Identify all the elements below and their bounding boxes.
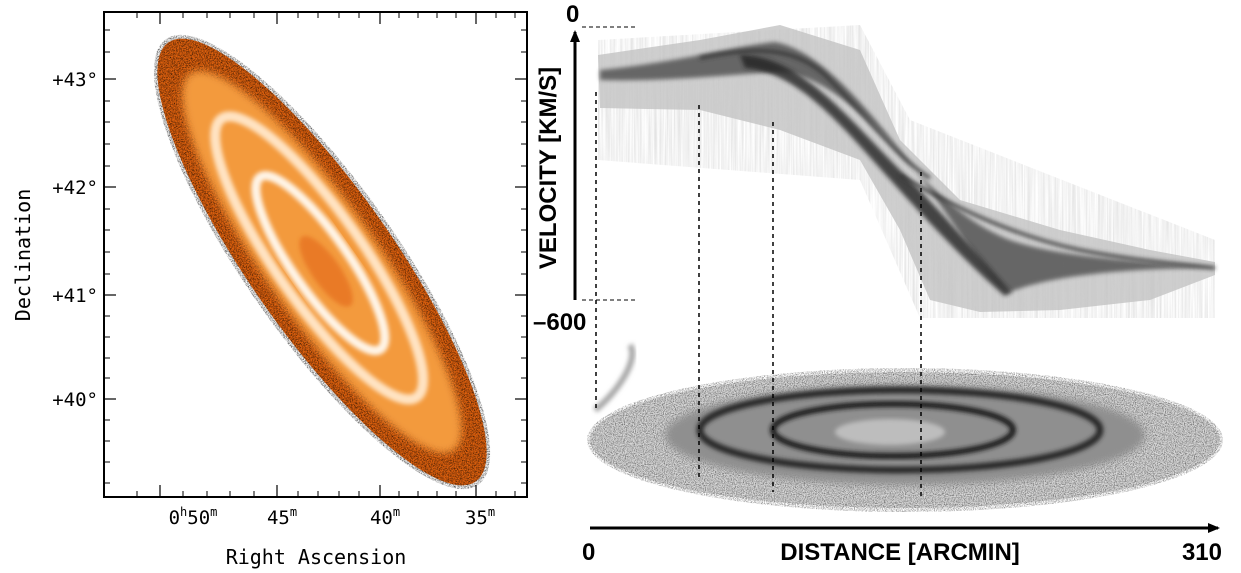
pv-upper-arm <box>699 49 931 180</box>
gray-galaxy-arm-outer <box>696 386 1104 474</box>
galaxy-ring-inner <box>251 171 390 356</box>
gray-galaxy-tail <box>593 343 636 413</box>
velocity-bottom-label: –600 <box>533 309 586 336</box>
distance-start-label: 0 <box>582 539 595 566</box>
connection-lines <box>595 92 922 497</box>
x-tick-label: 0h50m <box>169 505 218 529</box>
velocity-axis-title: VELOCITY [KM/S] <box>535 67 562 269</box>
x-tick-label: 45m <box>267 505 297 529</box>
y-tick-label: +40° <box>52 389 98 411</box>
x-axis-ticks <box>159 12 477 497</box>
galaxy-core <box>299 236 353 307</box>
left-panel: +43° +42° +41° +40° 0h50m 45m 40m 35m Ri… <box>11 11 528 569</box>
y-tick-label: +42° <box>52 177 98 199</box>
x-axis-minor-ticks <box>136 12 516 497</box>
y-tick-label: +43° <box>52 69 98 91</box>
velocity-top-label: 0 <box>566 1 579 28</box>
galaxy-ring-outer <box>210 111 429 405</box>
position-velocity-image <box>598 25 1216 318</box>
y-axis-minor-ticks <box>104 29 527 484</box>
x-tick-label: 35m <box>465 505 495 529</box>
right-panel: 0 –600 VELOCITY [KM/S] 0 310 DISTANCE [A… <box>533 1 1223 566</box>
distance-end-label: 310 <box>1182 539 1222 566</box>
distance-axis-title: DISTANCE [ARCMIN] <box>780 539 1020 566</box>
pv-core-crossing <box>740 55 1012 296</box>
y-tick-label: +41° <box>52 285 98 307</box>
left-plot-frame <box>103 11 528 498</box>
y-axis-title: Declination <box>11 189 35 321</box>
x-tick-label: 40m <box>370 505 400 529</box>
gray-galaxy-core <box>835 419 945 445</box>
pv-dark-band <box>600 42 1215 292</box>
x-axis-title: Right Ascension <box>226 545 407 569</box>
y-axis-ticks <box>104 78 527 400</box>
pv-lower-arm <box>899 173 1216 270</box>
orange-galaxy-image <box>154 34 490 490</box>
gray-galaxy-image <box>587 343 1223 512</box>
